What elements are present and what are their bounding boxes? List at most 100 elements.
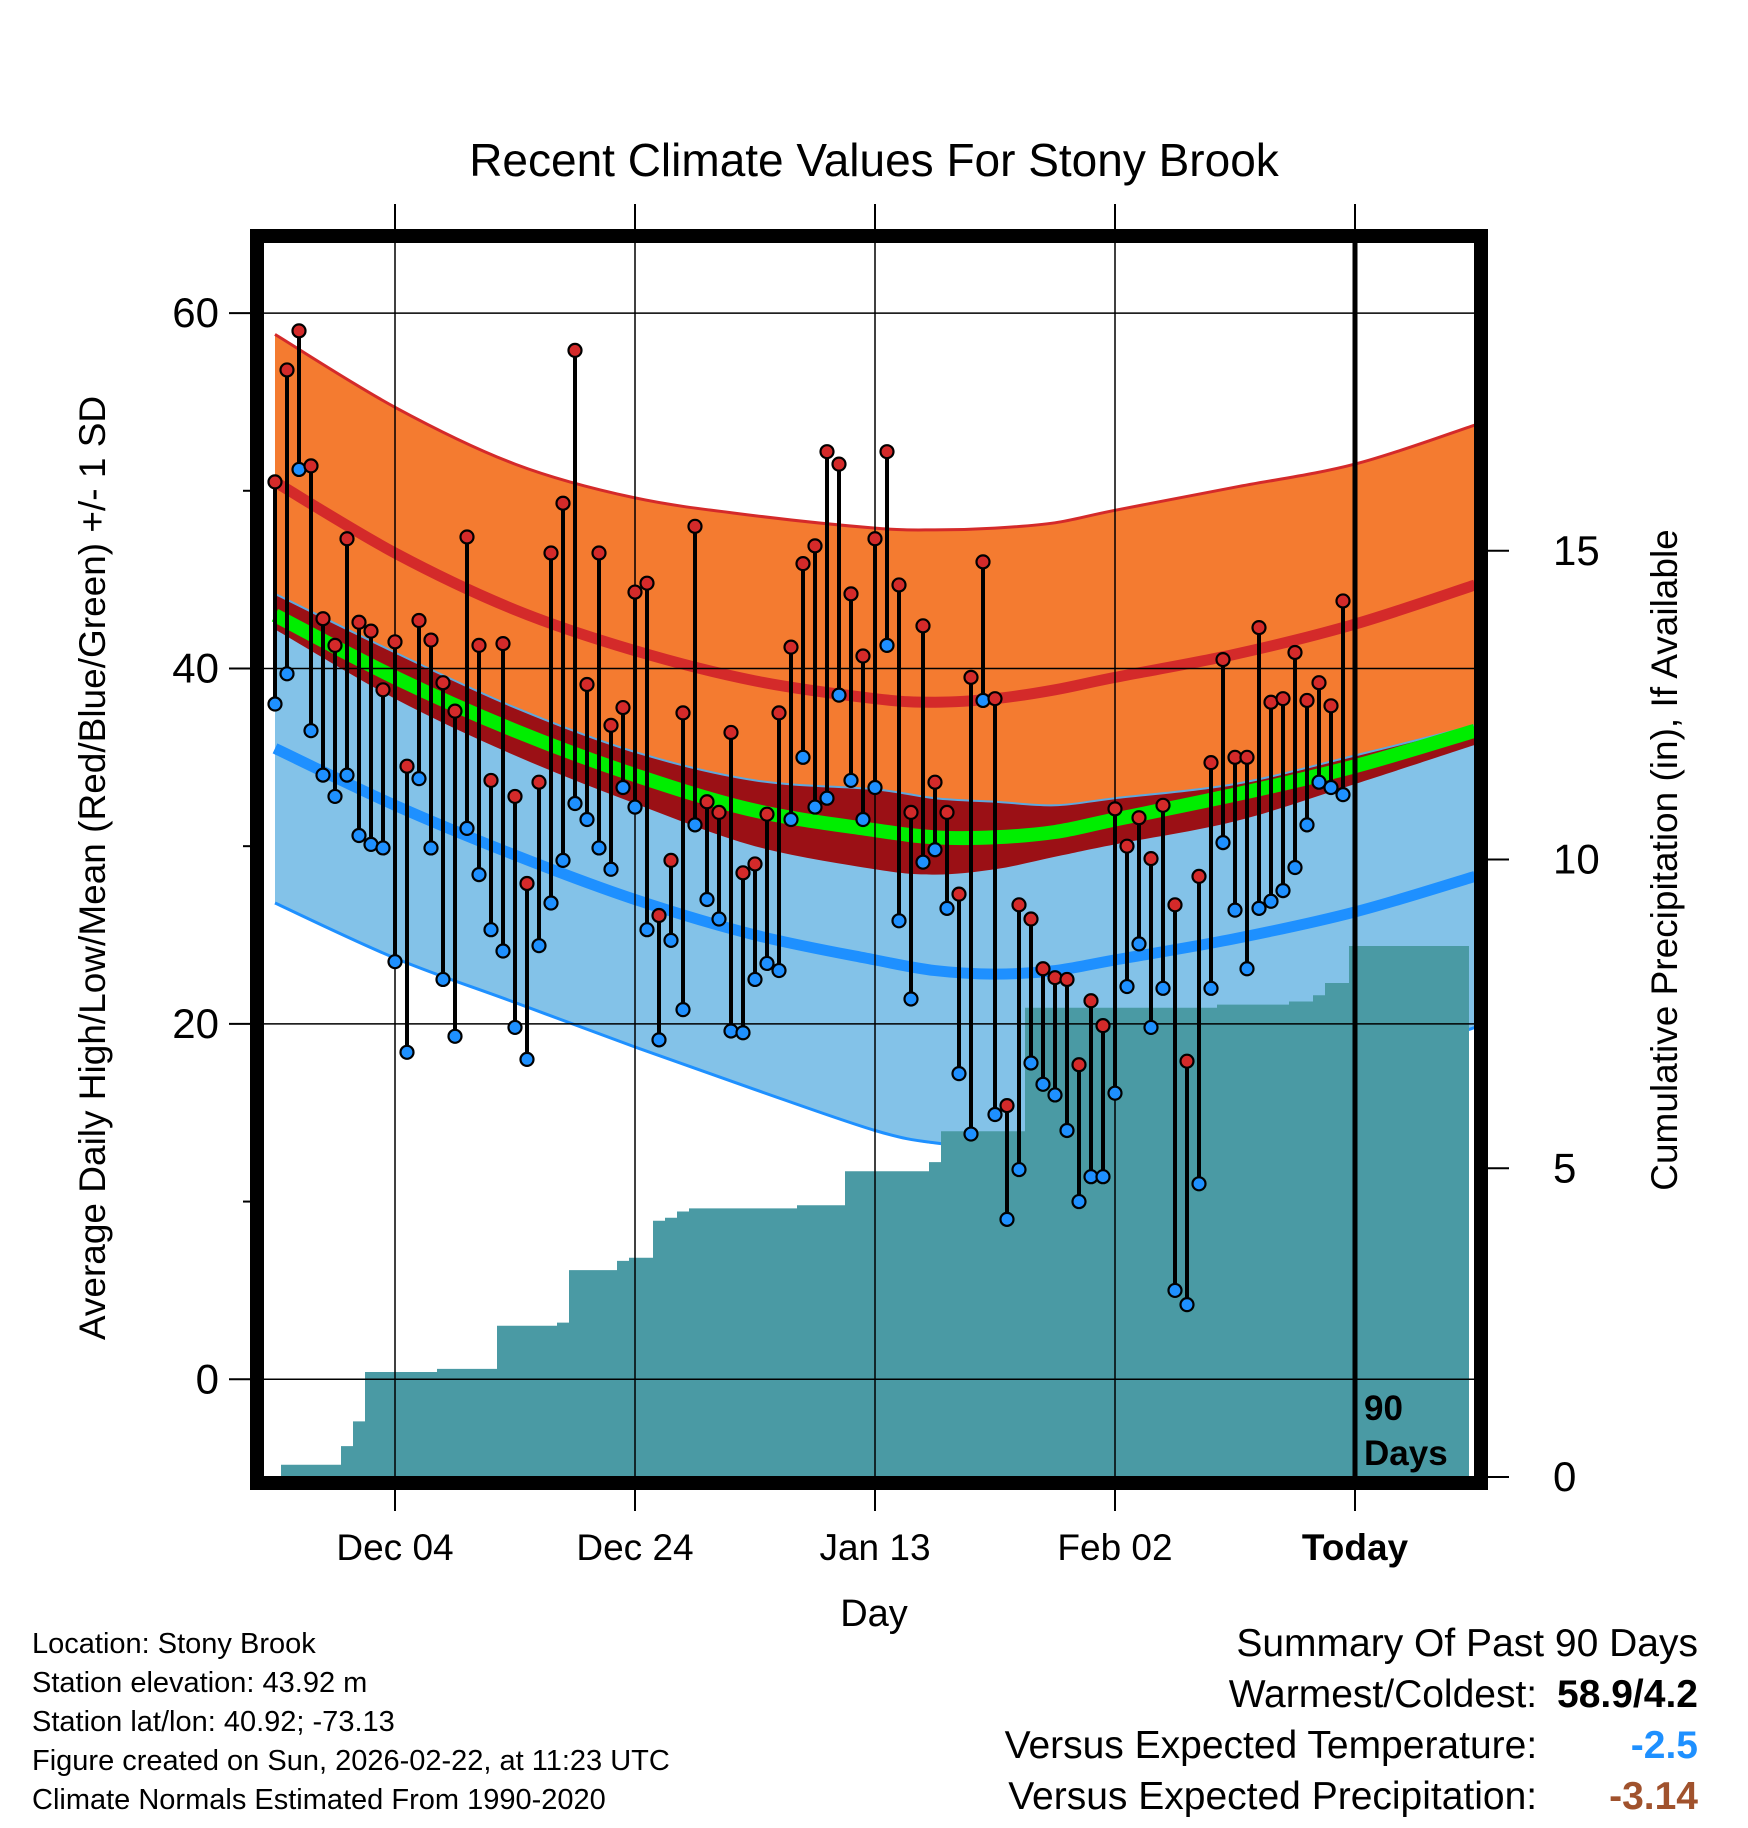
daily-low-point <box>735 1025 751 1041</box>
daily-high-point <box>267 474 283 490</box>
temp-label: Versus Expected Temperature: <box>1004 1724 1538 1767</box>
daily-low-point <box>975 692 991 709</box>
daily-low-point <box>447 1028 463 1044</box>
daily-high-point <box>795 556 811 572</box>
daily-high-point <box>291 323 307 339</box>
chart-title: Recent Climate Values For Stony Brook <box>469 134 1280 186</box>
daily-low-point <box>675 1002 691 1018</box>
daily-low-point <box>615 779 631 796</box>
daily-high-point <box>687 518 703 534</box>
summary-warmest: Warmest/Coldest: 58.9/4.2 <box>1229 1673 1698 1717</box>
mean-normal-line <box>271 608 1475 846</box>
daily-low-point <box>903 991 919 1007</box>
daily-low-point <box>1143 1019 1159 1036</box>
daily-low-point <box>459 820 475 837</box>
daily-low-point <box>651 1032 667 1048</box>
x-tick-label: Dec 04 <box>336 1527 453 1568</box>
daily-high-point <box>567 342 583 358</box>
precip-value: -3.14 <box>1609 1775 1698 1818</box>
daily-low-point <box>1227 902 1243 918</box>
daily-high-point <box>591 545 607 561</box>
low-normal-line <box>272 743 1475 980</box>
daily-high-point <box>435 675 451 691</box>
daily-low-point <box>1095 1169 1111 1185</box>
daily-high-point <box>999 1098 1015 1114</box>
daily-low-point <box>1323 779 1339 796</box>
daily-high-point <box>951 886 967 902</box>
daily-low-point <box>627 799 643 815</box>
daily-high-point <box>411 612 427 629</box>
daily-low-point <box>795 749 811 765</box>
summary-temp: Versus Expected Temperature: -2.5 <box>1005 1724 1698 1768</box>
daily-low-point <box>1299 817 1315 833</box>
daily-low-point <box>1011 1161 1027 1178</box>
daily-low-point <box>831 687 847 703</box>
daily-high-point <box>1119 838 1135 854</box>
daily-high-point <box>459 529 475 545</box>
daily-high-point <box>867 531 883 547</box>
daily-high-point <box>387 634 403 650</box>
daily-low-point <box>867 779 883 796</box>
daily-low-point <box>951 1066 967 1082</box>
x-tick-label: Today <box>1302 1527 1409 1568</box>
daily-high-point <box>303 458 319 474</box>
daily-high-point <box>783 639 799 655</box>
daily-low-point <box>819 790 835 806</box>
daily-high-point <box>423 632 439 648</box>
daily-low-point <box>411 771 427 787</box>
daily-high-point <box>891 577 907 593</box>
plot-area: 90 Days <box>263 242 1475 1477</box>
daily-low-point <box>723 1023 739 1039</box>
footer-location: Location: Stony Brook <box>32 1628 316 1660</box>
daily-high-point <box>1047 970 1063 986</box>
daily-high-point <box>351 614 367 630</box>
daily-high-point <box>543 545 559 561</box>
daily-high-point <box>1023 911 1039 927</box>
daily-low-point <box>639 922 655 938</box>
daily-low-point <box>807 799 823 815</box>
daily-high-point <box>615 699 631 716</box>
daily-low-point <box>1251 900 1267 916</box>
daily-high-point <box>759 806 775 822</box>
footer-normals: Climate Normals Estimated From 1990-2020 <box>32 1784 606 1816</box>
daily-high-point <box>675 705 691 721</box>
daily-low-point <box>603 861 619 877</box>
daily-high-point <box>711 804 727 821</box>
daily-low-point <box>423 840 439 856</box>
daily-high-point <box>1311 675 1327 691</box>
daily-low-point <box>663 932 679 948</box>
daily-high-point <box>1131 810 1147 826</box>
daily-high-point <box>843 586 859 602</box>
warmest-value: 58.9/4.2 <box>1557 1673 1698 1716</box>
daily-high-point <box>339 531 355 547</box>
today-label-line1: 90 <box>1364 1389 1403 1428</box>
daily-high-point <box>375 682 391 698</box>
daily-high-point <box>279 362 295 378</box>
daily-low-point <box>1071 1193 1087 1210</box>
warmest-label: Warmest/Coldest: <box>1228 1673 1538 1716</box>
daily-high-point <box>519 875 535 892</box>
daily-high-point <box>1059 971 1075 988</box>
footer-elevation: Station elevation: 43.92 m <box>32 1667 368 1699</box>
daily-low-point <box>351 827 367 844</box>
daily-high-point <box>363 623 379 639</box>
daily-high-point <box>603 717 619 733</box>
daily-high-point <box>855 648 871 664</box>
daily-high-point <box>399 758 415 774</box>
daily-high-point <box>927 774 943 790</box>
daily-high-point <box>939 804 955 821</box>
daily-low-point <box>399 1044 415 1060</box>
high-normal-line <box>272 477 1475 708</box>
daily-high-point <box>1335 593 1351 609</box>
daily-low-point <box>987 1106 1003 1123</box>
daily-high-point <box>639 575 655 591</box>
daily-low-point <box>471 867 487 883</box>
daily-low-point <box>699 891 715 908</box>
daily-low-point <box>279 666 295 682</box>
y-right-tick-label: 15 <box>1553 527 1600 574</box>
y-axis-label-right: Cumulative Precipitation (in), If Availa… <box>1644 529 1685 1191</box>
daily-low-point <box>1059 1122 1075 1139</box>
daily-high-point <box>663 852 679 868</box>
daily-high-point <box>987 691 1003 707</box>
daily-low-point <box>915 854 931 870</box>
